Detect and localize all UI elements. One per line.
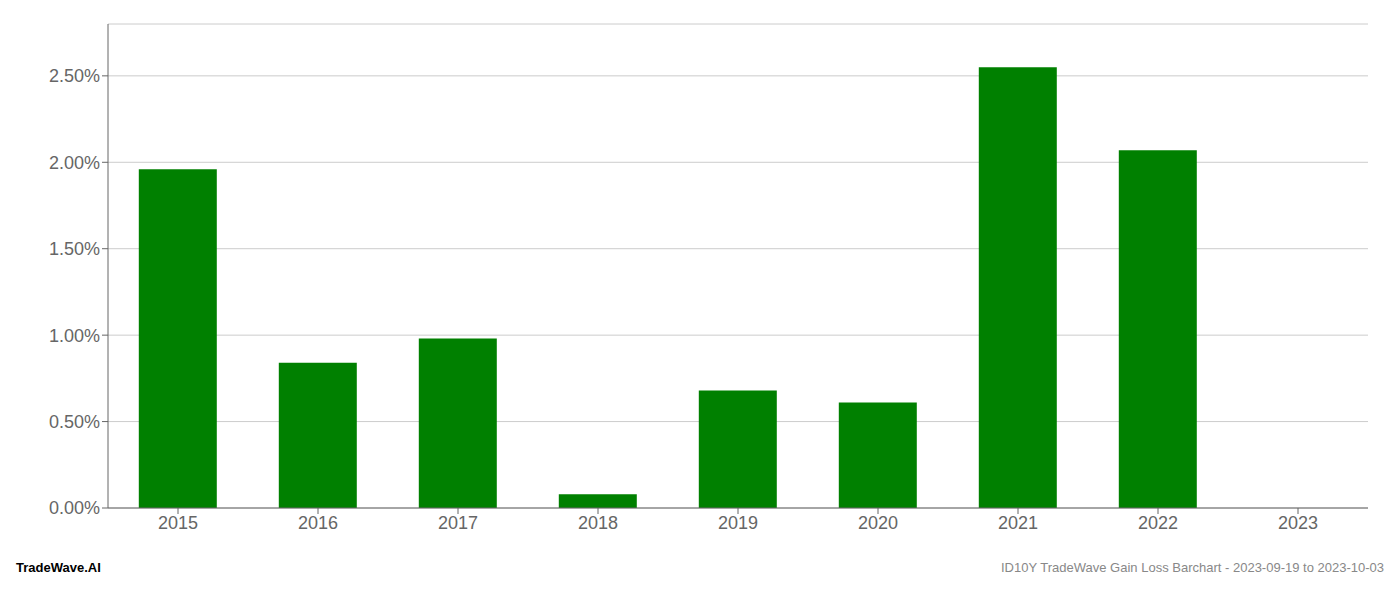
svg-text:2020: 2020 [858, 513, 898, 533]
svg-text:2023: 2023 [1278, 513, 1318, 533]
svg-text:2019: 2019 [718, 513, 758, 533]
svg-text:2016: 2016 [298, 513, 338, 533]
svg-text:1.50%: 1.50% [49, 239, 100, 259]
svg-text:0.00%: 0.00% [49, 498, 100, 518]
svg-text:2017: 2017 [438, 513, 478, 533]
svg-text:2.00%: 2.00% [49, 153, 100, 173]
svg-text:2.50%: 2.50% [49, 66, 100, 86]
svg-text:0.50%: 0.50% [49, 412, 100, 432]
svg-text:2018: 2018 [578, 513, 618, 533]
svg-text:1.00%: 1.00% [49, 326, 100, 346]
html-text:ID10Y TradeWave Gain Loss Barc: ID10Y TradeWave Gain Loss Barchart - 202… [1001, 560, 1384, 575]
svg-text:2015: 2015 [158, 513, 198, 533]
svg-text:2022: 2022 [1138, 513, 1178, 533]
svg-text:2021: 2021 [998, 513, 1038, 533]
html-text:TradeWave.AI: TradeWave.AI [16, 560, 101, 575]
